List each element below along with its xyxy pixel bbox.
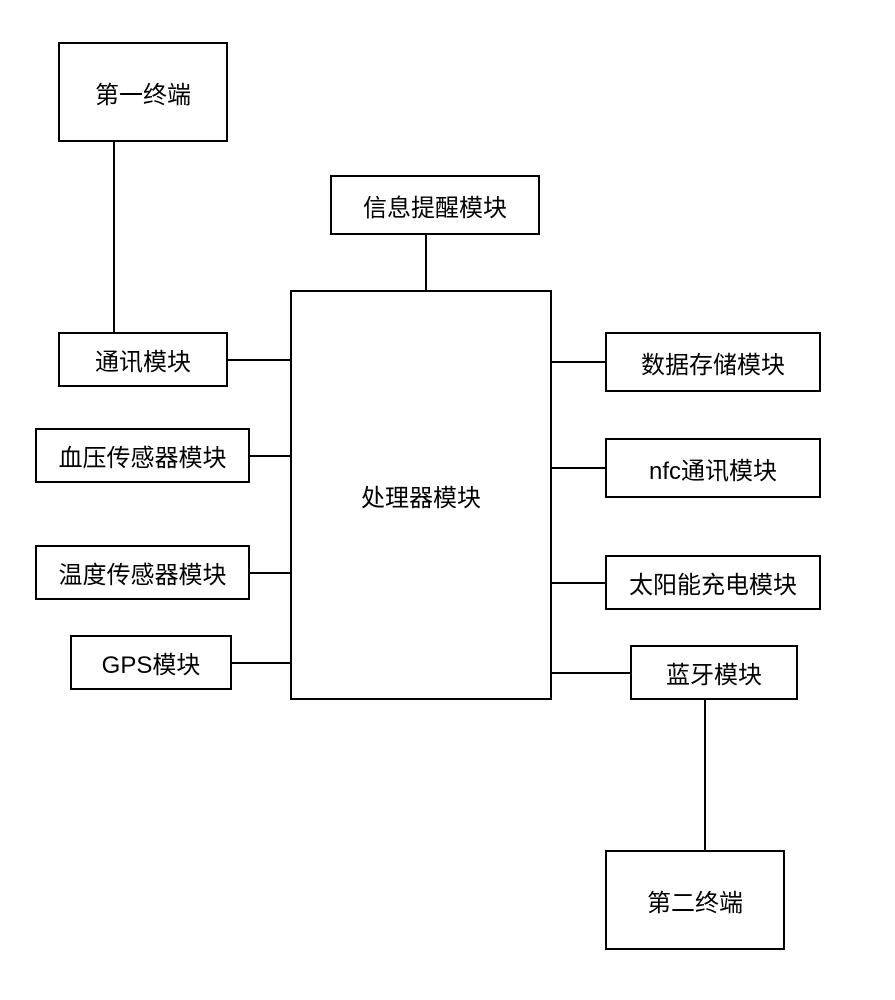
node-nfc-module: nfc通讯模块 (605, 438, 821, 498)
node-processor: 处理器模块 (290, 290, 552, 700)
edge-bp-to-processor (250, 455, 290, 457)
edge-processor-to-solar (552, 582, 605, 584)
node-first-terminal: 第一终端 (58, 42, 228, 142)
node-bluetooth: 蓝牙模块 (630, 645, 798, 700)
node-info-reminder: 信息提醒模块 (330, 175, 540, 235)
node-label: 处理器模块 (361, 478, 481, 513)
node-second-terminal: 第二终端 (605, 850, 785, 950)
node-data-storage: 数据存储模块 (605, 332, 821, 392)
edge-comm-to-processor (228, 359, 290, 361)
edge-temp-to-processor (250, 572, 290, 574)
node-label: 信息提醒模块 (363, 188, 507, 223)
edge-info-reminder-to-processor (425, 235, 427, 290)
node-temp-sensor: 温度传感器模块 (35, 545, 250, 600)
edge-bluetooth-to-second-terminal (704, 700, 706, 850)
node-label: 血压传感器模块 (59, 438, 227, 473)
node-label: 太阳能充电模块 (629, 565, 797, 600)
node-gps-module: GPS模块 (70, 635, 232, 690)
node-label: GPS模块 (102, 645, 201, 680)
node-label: 温度传感器模块 (59, 555, 227, 590)
edge-processor-to-storage (552, 361, 605, 363)
node-label: 蓝牙模块 (666, 655, 762, 690)
node-label: 第一终端 (95, 75, 191, 110)
node-label: nfc通讯模块 (649, 451, 777, 486)
node-comm-module: 通讯模块 (58, 332, 228, 387)
node-label: 第二终端 (647, 883, 743, 918)
node-bp-sensor: 血压传感器模块 (35, 428, 250, 483)
node-label: 通讯模块 (95, 342, 191, 377)
edge-processor-to-nfc (552, 467, 605, 469)
edge-gps-to-processor (232, 662, 290, 664)
edge-processor-to-bluetooth (552, 672, 630, 674)
node-label: 数据存储模块 (641, 345, 785, 380)
node-solar-module: 太阳能充电模块 (605, 555, 821, 610)
edge-first-terminal-to-comm (113, 142, 115, 332)
